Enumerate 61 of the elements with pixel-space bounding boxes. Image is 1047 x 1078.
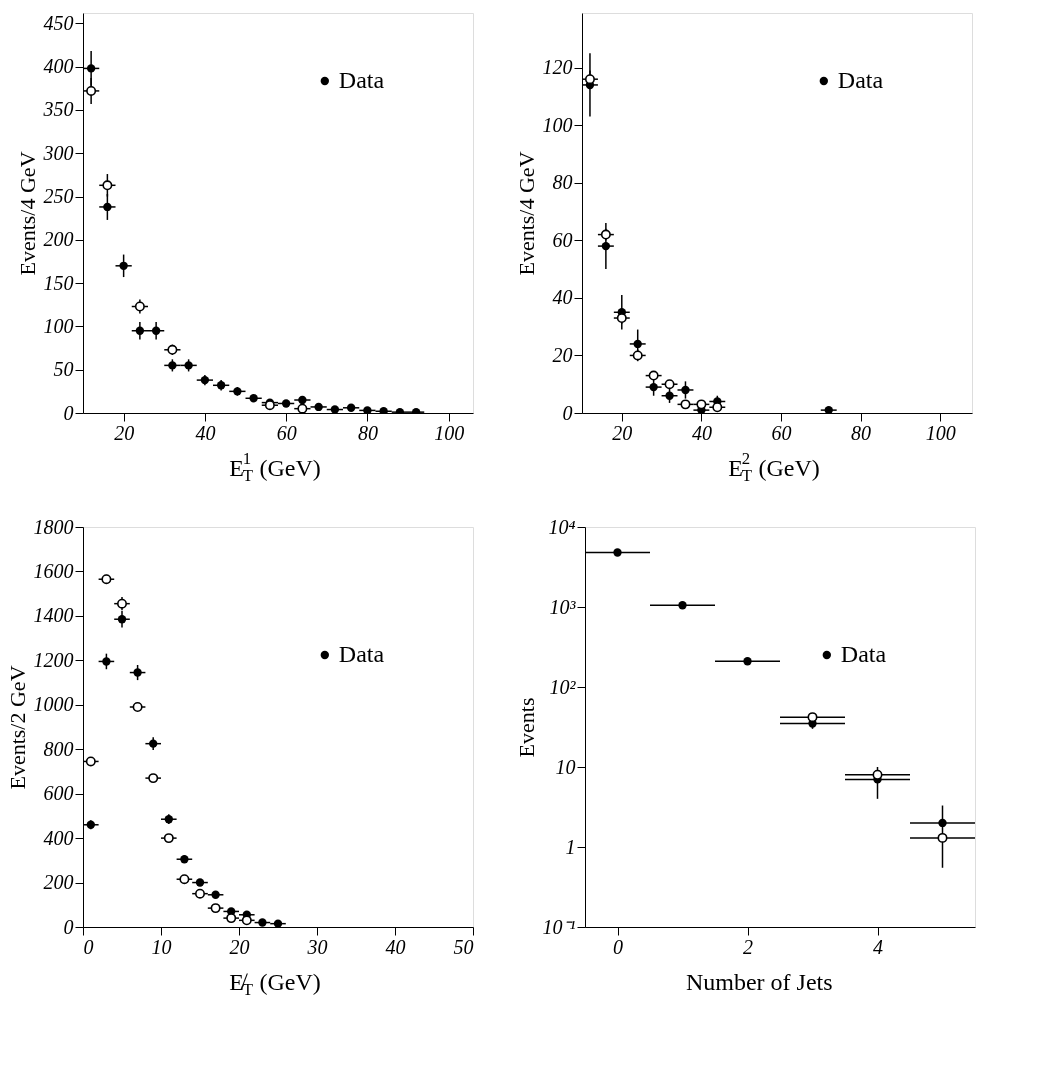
- y-axis-title: Events/4 GeV: [14, 151, 40, 276]
- x-tick-label: 4: [873, 935, 883, 958]
- x-tick-label: 2: [743, 935, 753, 958]
- y-tick-label: 100: [542, 113, 573, 136]
- x-tick-label: 30: [306, 935, 328, 958]
- y-tick-label: 400: [43, 55, 74, 78]
- y-tick-label: 10⁴: [548, 515, 576, 538]
- legend-label: Data: [338, 641, 385, 667]
- x-tick-label: 50: [453, 935, 474, 958]
- y-tick-label: 20: [552, 343, 573, 366]
- x-tick-label: 20: [229, 935, 250, 958]
- x-tick-label: 100: [434, 421, 465, 444]
- y-axis-title: Events/2 GeV: [4, 665, 30, 790]
- y-tick-label: 1: [565, 835, 576, 858]
- y-tick-label: 1600: [33, 559, 74, 582]
- y-tick-label: 40: [552, 286, 573, 309]
- y-tick-label: 300: [42, 141, 74, 164]
- y-tick-label: 1400: [33, 604, 74, 627]
- x-tick-label: 20: [612, 421, 633, 444]
- y-tick-label: 200: [43, 871, 74, 894]
- x-tick-label: 80: [357, 421, 378, 444]
- y-tick-label: 350: [42, 98, 74, 121]
- y-tick-label: 1000: [33, 693, 74, 716]
- x-tick-label: 10: [151, 935, 172, 958]
- y-axis-title: Events/4 GeV: [513, 151, 539, 276]
- y-tick-label: 250: [43, 185, 74, 208]
- x-tick-label: 0: [83, 935, 94, 958]
- x-tick-label: 60: [771, 421, 792, 444]
- y-tick-label: 10²: [549, 675, 577, 698]
- y-tick-label: 150: [43, 271, 74, 294]
- y-tick-label: 800: [43, 737, 74, 760]
- y-axis-title: Events: [513, 697, 539, 758]
- x-tick-label: 40: [385, 935, 406, 958]
- y-tick-label: 400: [43, 826, 74, 849]
- legend-label: Data: [338, 67, 385, 93]
- x-tick-label: 40: [195, 421, 216, 444]
- y-tick-label: 120: [542, 56, 573, 79]
- y-tick-label: 100: [43, 314, 74, 337]
- y-tick-label: 600: [43, 782, 74, 805]
- y-tick-label: 10: [555, 755, 576, 778]
- y-tick-label: 80: [552, 171, 573, 194]
- y-tick-label: 0: [562, 401, 573, 424]
- y-tick-label: 450: [43, 11, 74, 34]
- y-tick-label: 1200: [33, 648, 74, 671]
- y-tick-label: 10³: [549, 595, 577, 618]
- x-axis-title: Number of Jets: [685, 969, 833, 995]
- y-tick-label: 60: [552, 228, 573, 251]
- x-tick-label: 0: [613, 935, 623, 958]
- legend-label: Data: [840, 641, 887, 667]
- y-tick-label: 10⁻¹: [542, 915, 576, 938]
- y-tick-label: 50: [53, 358, 74, 381]
- legend-label: Data: [837, 67, 884, 93]
- x-tick-label: 60: [276, 421, 297, 444]
- y-tick-label: 0: [63, 915, 74, 938]
- y-tick-label: 200: [43, 228, 74, 251]
- x-tick-label: 20: [114, 421, 135, 444]
- y-tick-label: 0: [63, 401, 74, 424]
- x-tick-label: 40: [691, 421, 712, 444]
- x-tick-label: 80: [851, 421, 872, 444]
- y-tick-label: 1800: [33, 515, 74, 538]
- x-tick-label: 100: [925, 421, 956, 444]
